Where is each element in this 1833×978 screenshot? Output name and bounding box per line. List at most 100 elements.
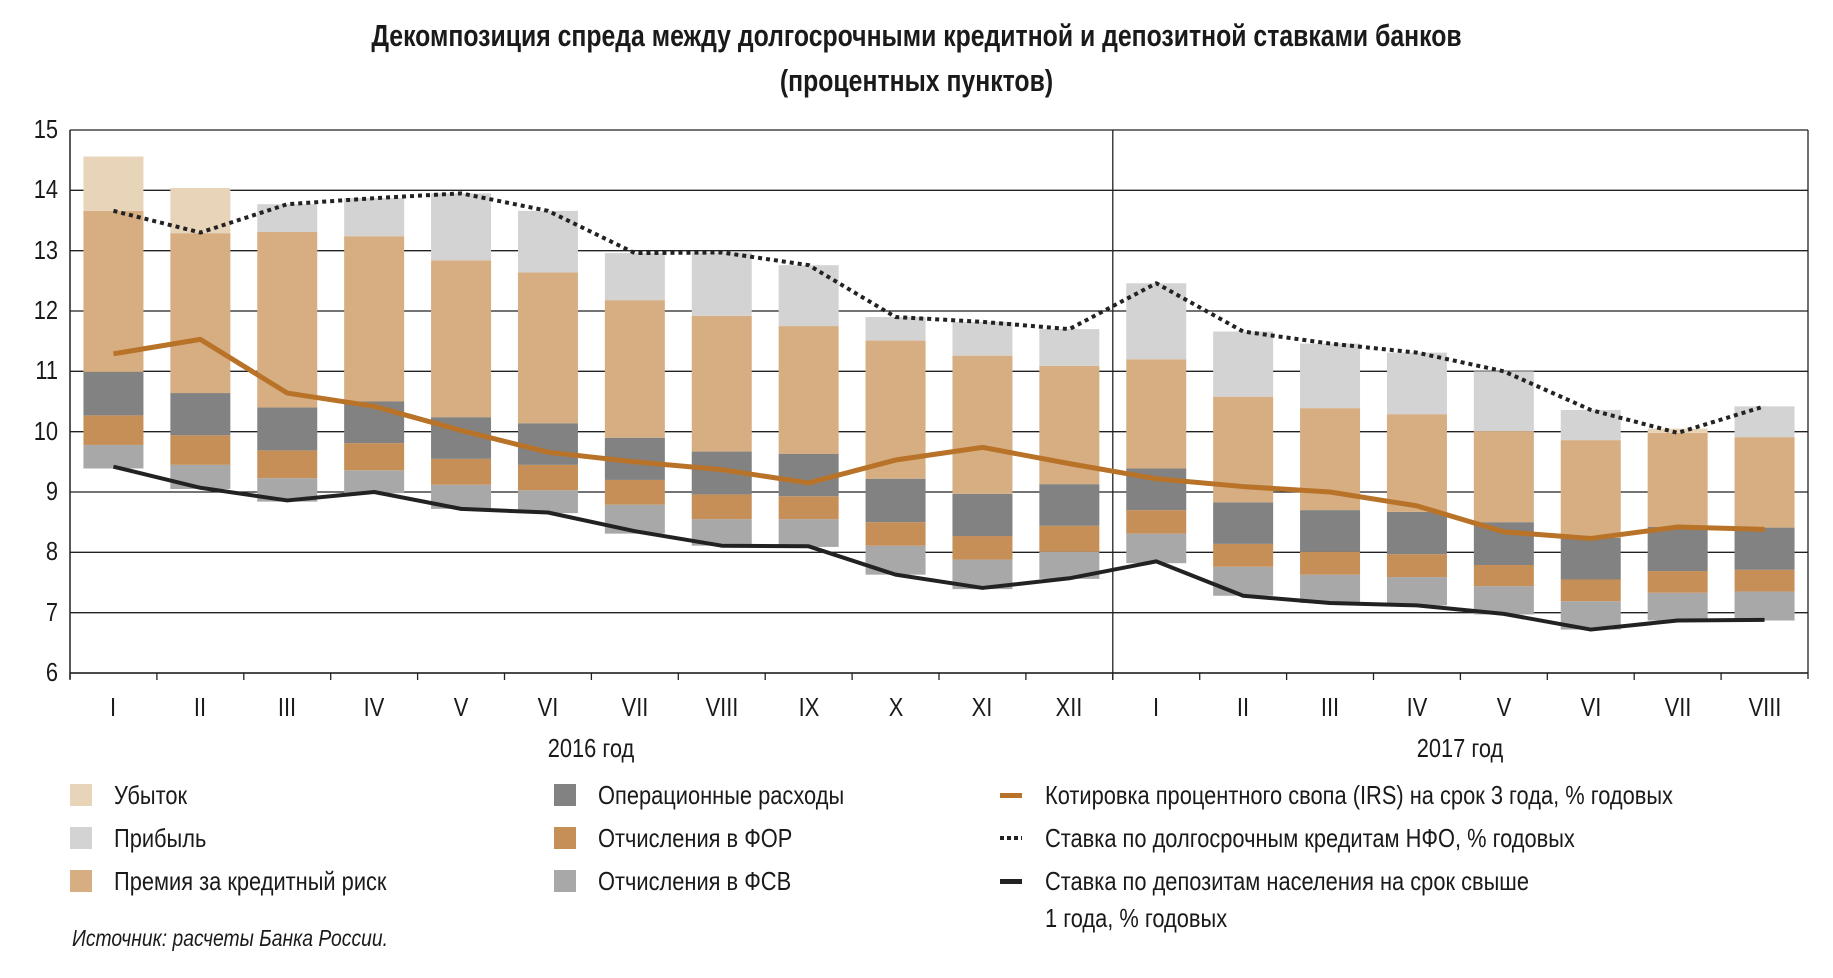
x-tick-label: I	[110, 692, 117, 722]
year-label: 2017 год	[1417, 733, 1504, 763]
bar-for	[778, 496, 839, 520]
line-irs	[113, 336, 1765, 541]
year-label: 2016 год	[548, 733, 635, 763]
bar-opex	[1647, 526, 1708, 572]
bar-premium	[1126, 359, 1187, 469]
legend-swatch-premium	[70, 870, 92, 892]
y-tick-label: 11	[35, 355, 58, 386]
x-tick-label: VI	[1580, 692, 1602, 722]
bar-fsv	[1213, 566, 1274, 596]
y-tick-label: 12	[33, 295, 58, 325]
legend-line-loan	[1000, 836, 1022, 840]
y-tick-label: 14	[33, 174, 58, 205]
bar-loss	[1647, 428, 1708, 433]
bar-for	[517, 464, 578, 491]
bar-fsv	[1473, 586, 1534, 615]
bar-for	[1039, 525, 1100, 552]
bar-opex	[1386, 511, 1447, 555]
legend-swatch-opex	[554, 784, 576, 806]
bar-for	[952, 536, 1013, 560]
legend-label-loss: Убыток	[114, 780, 188, 810]
bar-opex	[170, 393, 231, 436]
bar-profit	[778, 265, 839, 327]
bar-premium	[1386, 414, 1447, 512]
legend-swatch-for	[554, 827, 576, 849]
bar-opex	[257, 407, 318, 451]
bar-premium	[1560, 440, 1621, 538]
bar-for	[604, 479, 665, 505]
x-tick-label: XI	[972, 692, 993, 722]
x-tick-label: II	[1237, 692, 1250, 722]
bar-profit	[1213, 331, 1274, 397]
bar-fsv	[83, 444, 144, 469]
bar-fsv	[517, 490, 578, 514]
x-tick-label: I	[1153, 692, 1160, 722]
x-tick-label: V	[1496, 692, 1512, 722]
source-note: Источник: расчеты Банка России.	[72, 925, 388, 951]
bar-fsv	[1300, 574, 1361, 604]
bar-premium	[83, 210, 144, 372]
bar-for	[865, 522, 926, 546]
x-tick-label: III	[278, 692, 297, 722]
bar-premium	[778, 326, 839, 454]
bar-premium	[344, 236, 405, 402]
y-tick-label: 13	[33, 234, 58, 265]
bar-premium	[1647, 432, 1708, 527]
bar-for	[1300, 551, 1361, 575]
legend-label-loan: Ставка по долгосрочным кредитам НФО, % г…	[1045, 823, 1575, 853]
legend-label-fsv: Отчисления в ФСВ	[598, 866, 792, 896]
bar-fsv	[1126, 533, 1187, 564]
bar-premium	[604, 300, 665, 438]
bar-for	[691, 494, 752, 520]
bar-fsv	[865, 545, 926, 575]
bar-profit	[952, 321, 1013, 356]
bar-opex	[1213, 502, 1274, 544]
bar-premium	[170, 233, 231, 394]
bar-opex	[1734, 527, 1795, 570]
x-tick-label: IX	[798, 692, 819, 722]
legend-label-deposit-2: 1 года, % годовых	[1045, 903, 1228, 933]
legend-swatch-fsv	[554, 870, 576, 892]
bar-for	[1473, 565, 1534, 587]
bar-for	[83, 415, 144, 445]
bar-for	[1126, 510, 1187, 534]
bar-premium	[1473, 431, 1534, 523]
legend-label-profit: Прибыль	[114, 823, 207, 853]
legend-line-deposit	[1000, 879, 1022, 884]
bar-fsv	[170, 464, 231, 489]
legend-label-premium: Премия за кредитный риск	[114, 866, 387, 896]
bar-opex	[865, 478, 926, 523]
line-loan	[112, 191, 1766, 435]
legend-line-irs	[1000, 793, 1022, 798]
bar-profit	[344, 198, 405, 237]
bar-profit	[1386, 352, 1447, 415]
legend-label-irs: Котировка процентного свопа (IRS) на сро…	[1045, 780, 1673, 810]
bar-premium	[952, 355, 1013, 494]
bar-fsv	[1734, 591, 1795, 621]
x-tick-label: XII	[1055, 692, 1083, 722]
bar-fsv	[1647, 592, 1708, 621]
y-tick-label: 7	[45, 596, 58, 627]
bar-for	[170, 435, 231, 465]
bar-opex	[952, 493, 1013, 537]
bar-opex	[1473, 522, 1534, 566]
bar-opex	[83, 371, 144, 416]
bar-for	[1734, 569, 1795, 592]
bar-for	[344, 443, 405, 471]
bar-fsv	[1386, 577, 1447, 606]
x-tick-label: IV	[363, 692, 385, 722]
bar-opex	[517, 423, 578, 465]
bar-loss	[170, 187, 231, 234]
bar-for	[1386, 554, 1447, 578]
bar-premium	[1734, 437, 1795, 528]
bar-premium	[517, 272, 578, 424]
bar-profit	[1300, 343, 1361, 409]
bar-profit	[604, 253, 665, 301]
x-tick-label: IV	[1406, 692, 1428, 722]
bar-fsv	[344, 470, 405, 494]
y-tick-label: 15	[33, 114, 58, 144]
x-tick-label: V	[453, 692, 469, 722]
chart-subtitle: (процентных пунктов)	[779, 63, 1054, 98]
bar-fsv	[257, 478, 318, 502]
y-tick-label: 10	[33, 415, 58, 446]
